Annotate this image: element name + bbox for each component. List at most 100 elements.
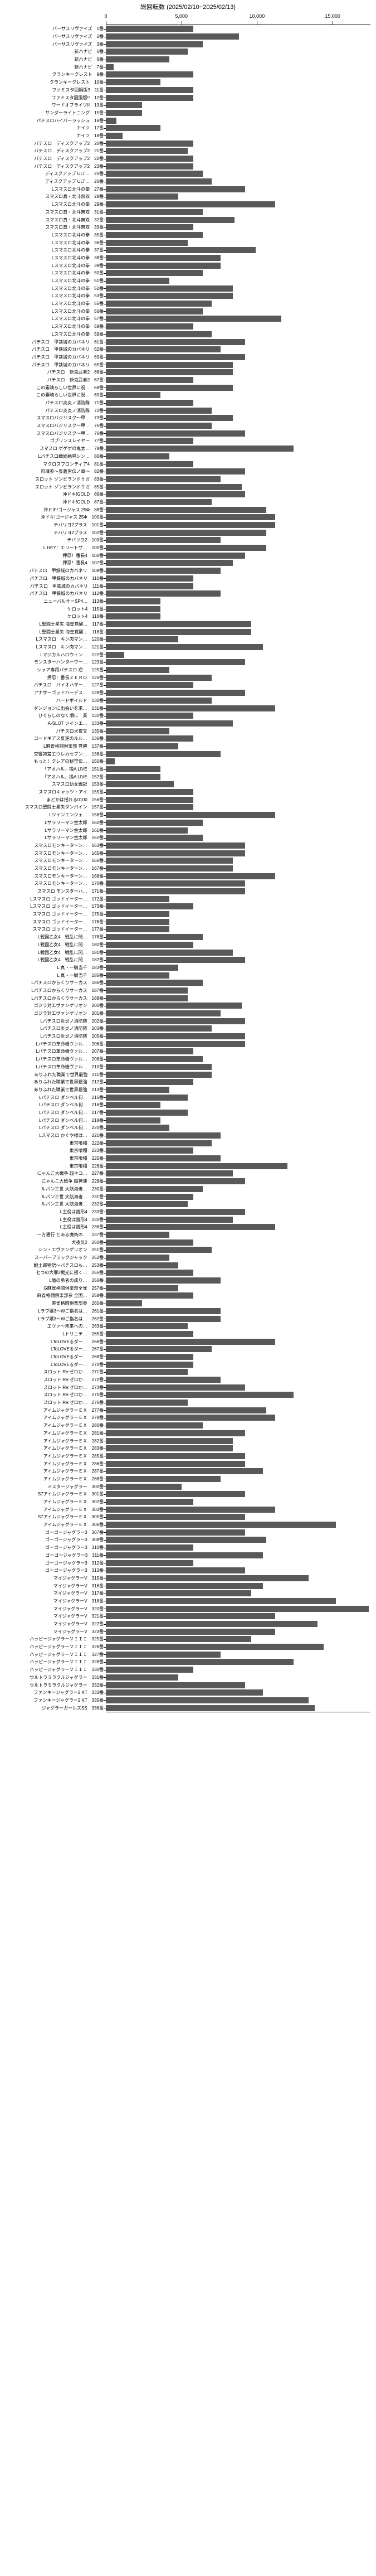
row-label: マイジャグラーV 317番 <box>0 1590 106 1596</box>
bar-row: Lスマスロ北斗の拳 29番 <box>106 201 370 209</box>
row-label: 東京喰種 226番 <box>0 1163 106 1169</box>
row-tick <box>104 1265 106 1266</box>
bar-row: マイジャグラーV 321番 <box>106 1613 370 1620</box>
row-label: ハッピージャグラーＶＩＩＩ 330番 <box>0 1667 106 1673</box>
bar <box>106 1125 169 1131</box>
bar <box>106 934 203 940</box>
bar-row: ありふれた職業で世界最強 212番 <box>106 1078 370 1086</box>
row-label: パチスロ バイオハザー… 127番 <box>0 682 106 688</box>
row-label: 麻雀格闘倶楽部参 全国… 258番 <box>0 1292 106 1299</box>
bar-row: ゴジラ対エヴァンゲリオン 201番 <box>106 1010 370 1018</box>
bar-row: Lスマスロ かぐや様は… 221番 <box>106 1132 370 1140</box>
bar <box>106 79 160 85</box>
row-label: アイムジャグラーＥＸ 278番 <box>0 1415 106 1421</box>
bar-row: サンダーライトニング 15番 <box>106 109 370 117</box>
row-label: モンスターハンターワー… 123番 <box>0 659 106 665</box>
bar-row: マイジャグラーV 323番 <box>106 1628 370 1635</box>
bar <box>106 950 233 956</box>
bar <box>106 965 178 971</box>
row-label: Lスマスロ北斗の拳 59番 <box>0 331 106 337</box>
bar <box>106 430 245 437</box>
bar-row: Lスマスロ ゴッドイーター… 173番 <box>106 903 370 911</box>
row-tick <box>104 700 106 701</box>
bar-row: スマスロモンキーターン… 170番 <box>106 880 370 888</box>
row-label: 押忍！番長4 106番 <box>0 553 106 559</box>
row-tick <box>104 586 106 587</box>
row-tick <box>104 1532 106 1533</box>
row-tick <box>104 532 106 533</box>
row-tick <box>104 830 106 831</box>
row-label: Lスマスロ北斗の拳 39番 <box>0 263 106 269</box>
row-label: ありふれた職業で世界最強 211番 <box>0 1072 106 1078</box>
bar-row: スロット Re:ゼロか… 271番 <box>106 1368 370 1376</box>
row-label: Lスマスロ北斗の拳 58番 <box>0 323 106 330</box>
row-tick <box>104 372 106 373</box>
bar-row: ゴーゴージャグラー3 311番 <box>106 1552 370 1560</box>
bar <box>106 1544 193 1551</box>
bar-row: ファンキージャグラー2 KT 333番 <box>106 1689 370 1697</box>
bar-row: A-SLOT ツインエ… 133番 <box>106 720 370 728</box>
bar-row: 沖ドキ!GOLD 87番 <box>106 498 370 506</box>
row-label: L盾の勇者の成り… 256番 <box>0 1277 106 1284</box>
bar-row: L戦国乙女4 戦乱に閃… 180番 <box>106 941 370 949</box>
row-label: クランキークレスト 9番 <box>0 71 106 78</box>
row-tick <box>104 1509 106 1510</box>
bar-row: ナイツ 18番 <box>106 132 370 140</box>
bar <box>106 827 188 834</box>
bar <box>106 110 142 116</box>
row-tick <box>104 914 106 915</box>
bar <box>106 919 169 925</box>
bar-row: クランキークレスト 9番 <box>106 71 370 79</box>
row-label: ケロット4 116番 <box>0 613 106 619</box>
row-label: スマスロ聖闘士星矢ダンバイン 157番 <box>0 804 106 810</box>
bar <box>106 682 193 688</box>
row-tick <box>104 1227 106 1228</box>
row-label: スロット Re:ゼロか… 273番 <box>0 1384 106 1391</box>
row-label: この素晴らしい世界に祝… 69番 <box>0 392 106 398</box>
row-tick <box>104 44 106 45</box>
row-label: パチスロ ディスクアップ2 22番 <box>0 156 106 162</box>
row-label: スマスロ モンスターハ… 171番 <box>0 888 106 894</box>
row-label: Lパチスロ ダンベル何… 215番 <box>0 1095 106 1101</box>
bar <box>106 980 203 986</box>
bar-row: バーサスリヴァイズ 1番 <box>106 25 370 33</box>
bar <box>106 415 233 421</box>
row-label: スマスロバジリスク～甲… 73番 <box>0 415 106 421</box>
row-label: ナイツ 18番 <box>0 133 106 139</box>
row-tick <box>104 662 106 663</box>
row-label: 犬夜叉2 250番 <box>0 1239 106 1246</box>
bar-row: エヴァ～未来への… 263番 <box>106 1323 370 1330</box>
row-tick <box>104 1380 106 1381</box>
bar-row: スロット Re:ゼロか… 272番 <box>106 1376 370 1384</box>
bar-row: ハッピージャグラーＶＩＩＩ 327番 <box>106 1650 370 1658</box>
row-label: ゴーゴージャグラー3 308番 <box>0 1537 106 1543</box>
bar-row: L主役は銭形4 235番 <box>106 1216 370 1223</box>
bar <box>106 1339 275 1345</box>
row-label: スロット Re:ゼロか… 272番 <box>0 1377 106 1383</box>
bar-row: スマスロバジリスク～甲… 76番 <box>106 429 370 437</box>
bar <box>106 728 169 734</box>
bar-row: Lパチスロ革命機ヴァル… 206番 <box>106 1040 370 1048</box>
bar-row: 沖ドキ!ゴージャス 25Φ 100番 <box>106 514 370 521</box>
bar-row: ハードボイルド 130番 <box>106 697 370 705</box>
row-label: 「アオハル」操A LIVE 152番 <box>0 774 106 780</box>
bar <box>106 400 193 406</box>
bar <box>106 240 188 246</box>
bar <box>106 1285 178 1291</box>
bar-row: パチスロ ディスクアップ2 22番 <box>106 155 370 163</box>
bar-row: ファンキージャグラー2 KT 335番 <box>106 1697 370 1705</box>
bar-row: アイムジャグラーＥＸ 287番 <box>106 1468 370 1475</box>
bar <box>106 1400 188 1406</box>
bar <box>106 1377 221 1383</box>
bar <box>106 1155 221 1161</box>
bar <box>106 1629 275 1635</box>
bar <box>106 781 174 787</box>
bar <box>106 1262 178 1268</box>
bar <box>106 1537 266 1543</box>
row-tick <box>104 868 106 869</box>
row-tick <box>104 418 106 419</box>
row-tick <box>104 960 106 961</box>
row-label: スマスロバジリスク～甲… 76番 <box>0 430 106 437</box>
row-label: 七つの大罪2戦光に叛く… 255番 <box>0 1270 106 1276</box>
row-tick <box>104 555 106 556</box>
